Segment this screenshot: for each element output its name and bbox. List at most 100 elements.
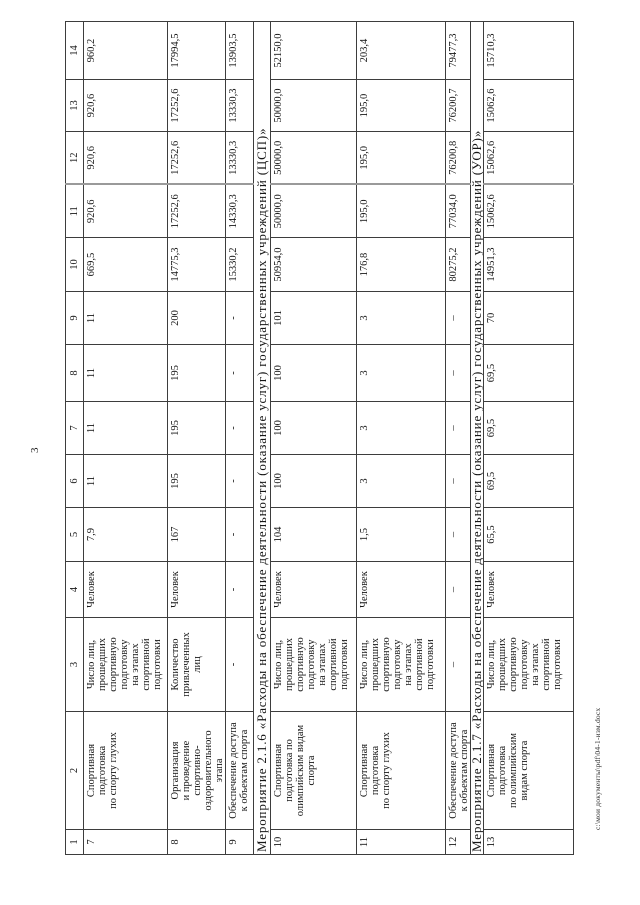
- row-number-cell: 9: [225, 829, 254, 855]
- value-cell: 203,4: [356, 21, 446, 80]
- value-cell: 17252,6: [167, 184, 226, 238]
- value-cell: 65,5: [483, 507, 574, 562]
- row-number-cell: 12: [445, 829, 471, 855]
- value-cell: 14775,3: [167, 237, 226, 292]
- column-number-cell: 6: [65, 454, 84, 508]
- measure-name-cell: Обеспечение доступа к объектам спорта: [445, 711, 471, 830]
- value-cell: -: [225, 344, 254, 402]
- value-cell: 195: [167, 344, 226, 402]
- indicator-cell: Количество привлеченных лиц: [167, 617, 226, 712]
- value-cell: 76200,8: [445, 131, 471, 185]
- unit-cell: –: [445, 561, 471, 618]
- value-cell: –: [445, 454, 471, 508]
- row-number-cell: 11: [356, 829, 446, 855]
- column-number-cell: 2: [65, 711, 84, 830]
- value-cell: 13903,5: [225, 21, 254, 80]
- column-number-cell: 13: [65, 79, 84, 132]
- value-cell: 669,5: [83, 237, 168, 292]
- column-number-cell: 10: [65, 237, 84, 292]
- value-cell: 15062,6: [483, 184, 574, 238]
- unit-cell: Человек: [83, 561, 168, 618]
- value-cell: 15062,6: [483, 131, 574, 185]
- column-number-cell: 9: [65, 291, 84, 345]
- value-cell: 77034,0: [445, 184, 471, 238]
- column-number-cell: 1: [65, 829, 84, 855]
- row-number-cell: 8: [167, 829, 226, 855]
- section-label-cell: Мероприятие 2.1.6 «Расходы на обеспечени…: [253, 21, 271, 855]
- rotated-landscape-sheet: 3 1 2 3 4 5 6 7 8 9 10 11 12 13: [29, 21, 602, 855]
- value-cell: –: [445, 507, 471, 562]
- value-cell: 195,0: [356, 131, 446, 185]
- table-row-13: 13 Спортивная подготовка по олимпийским вид…: [483, 21, 574, 855]
- value-cell: 100: [270, 401, 357, 455]
- value-cell: 11: [83, 344, 168, 402]
- value-cell: 15710,3: [483, 21, 574, 80]
- column-number-cell: 8: [65, 344, 84, 402]
- value-cell: 69,5: [483, 454, 574, 508]
- value-cell: 920,6: [83, 131, 168, 185]
- table-row-11: 11 Спортивная подготовка по спорту глухих …: [356, 21, 446, 855]
- table-row-10: 10 Спортивная подготовка по олимпийским ви…: [270, 21, 357, 855]
- unit-cell: Человек: [356, 561, 446, 618]
- value-cell: 920,6: [83, 79, 168, 132]
- value-cell: –: [445, 344, 471, 402]
- value-cell: 7,9: [83, 507, 168, 562]
- column-number-cell: 4: [65, 561, 84, 618]
- value-cell: 100: [270, 454, 357, 508]
- column-number-cell: 11: [65, 184, 84, 238]
- value-cell: 195: [167, 454, 226, 508]
- indicator-cell: -: [225, 617, 254, 712]
- section-row-2-1-6: Мероприятие 2.1.6 «Расходы на обеспечени…: [253, 21, 271, 855]
- value-cell: 11: [83, 291, 168, 345]
- table-row-9: 9 Обеспечение доступа к объектам спорта -…: [225, 21, 254, 855]
- table-row-7: 7 Спортивная подготовка по спорту глухих Ч…: [83, 21, 168, 855]
- value-cell: 195: [167, 401, 226, 455]
- row-number-cell: 7: [83, 829, 168, 855]
- program-measures-table: 1 2 3 4 5 6 7 8 9 10 11 12 13 14 7 Спорт…: [65, 21, 574, 855]
- value-cell: –: [445, 401, 471, 455]
- value-cell: 100: [270, 344, 357, 402]
- value-cell: 14951,3: [483, 237, 574, 292]
- value-cell: 80275,2: [445, 237, 471, 292]
- row-number-cell: 10: [270, 829, 357, 855]
- column-number-cell: 7: [65, 401, 84, 455]
- value-cell: 13330,3: [225, 131, 254, 185]
- value-cell: 195,0: [356, 184, 446, 238]
- value-cell: 960,2: [83, 21, 168, 80]
- value-cell: 3: [356, 401, 446, 455]
- value-cell: 11: [83, 454, 168, 508]
- unit-cell: Человек: [167, 561, 226, 618]
- value-cell: –: [445, 291, 471, 345]
- value-cell: 3: [356, 344, 446, 402]
- value-cell: 13330,3: [225, 79, 254, 132]
- value-cell: 195,0: [356, 79, 446, 132]
- value-cell: 69,5: [483, 344, 574, 402]
- value-cell: 104: [270, 507, 357, 562]
- page-number: 3: [29, 447, 41, 454]
- value-cell: 200: [167, 291, 226, 345]
- measure-name-cell: Спортивная подготовка по спорту глухих: [83, 711, 168, 830]
- value-cell: 50000,0: [270, 79, 357, 132]
- value-cell: 176,8: [356, 237, 446, 292]
- document-file-path: с:\мои документы\pdf\04-1-изм.docx: [593, 707, 602, 830]
- section-row-2-1-7: Мероприятие 2.1.7 «Расходы на обеспечени…: [470, 21, 484, 855]
- table-row-12: 12 Обеспечение доступа к объектам спорта …: [445, 21, 471, 855]
- indicator-cell: Число лиц, прошедших спортивную подготовку н…: [483, 617, 574, 712]
- value-cell: 50000,0: [270, 184, 357, 238]
- value-cell: -: [225, 401, 254, 455]
- value-cell: -: [225, 507, 254, 562]
- indicator-cell: Число лиц, прошедших спортивную подготовку н…: [270, 617, 357, 712]
- measure-name-cell: Организация и проведение спортивно-оздоров…: [167, 711, 226, 830]
- unit-cell: Человек: [483, 561, 574, 618]
- value-cell: 14330,3: [225, 184, 254, 238]
- unit-cell: Человек: [270, 561, 357, 618]
- column-number-cell: 3: [65, 617, 84, 712]
- value-cell: 920,6: [83, 184, 168, 238]
- value-cell: 52150,0: [270, 21, 357, 80]
- value-cell: -: [225, 291, 254, 345]
- unit-cell: -: [225, 561, 254, 618]
- table-row-8: 8 Организация и проведение спортивно-оздор…: [167, 21, 226, 855]
- value-cell: 17994,5: [167, 21, 226, 80]
- value-cell: 1,5: [356, 507, 446, 562]
